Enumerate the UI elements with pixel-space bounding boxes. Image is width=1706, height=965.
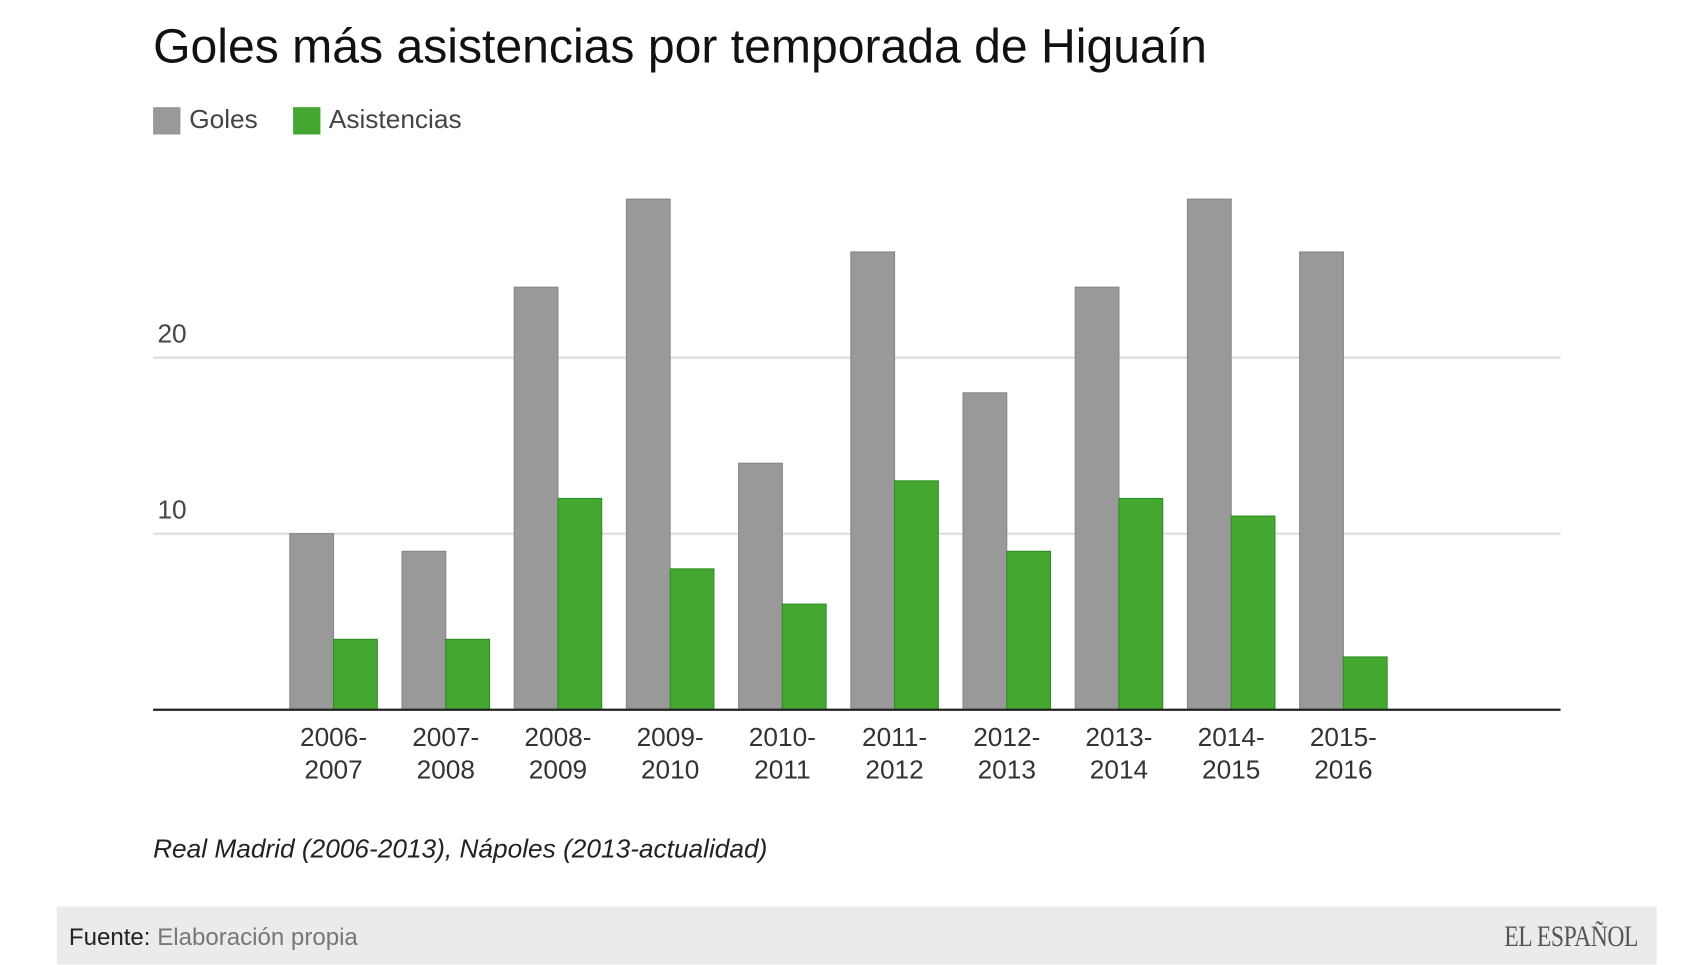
- bar-asistencias-8: [1230, 515, 1276, 711]
- x-tick-label: 2012: [865, 755, 923, 785]
- bar-goles-6: [962, 392, 1008, 711]
- x-tick-label: 2014: [1090, 755, 1148, 785]
- y-tick-label: 20: [157, 318, 186, 348]
- bar-goles-0: [289, 533, 335, 711]
- x-tick-label: 2012-: [973, 722, 1040, 752]
- legend-swatch-asistencias: [292, 106, 321, 134]
- x-tick-label: 2010: [641, 755, 699, 785]
- x-tick-label: 2008: [417, 755, 475, 785]
- el-espanol-logo: EL ESPAÑOL: [1504, 919, 1639, 953]
- legend-swatch-goles: [153, 106, 181, 134]
- bar-asistencias-3: [669, 568, 715, 711]
- bar-asistencias-9: [1342, 656, 1388, 711]
- legend-item-asistencias: Asistencias: [292, 104, 462, 136]
- chart-title: Goles más asistencias por temporada de H…: [153, 19, 1207, 74]
- bar-asistencias-7: [1118, 497, 1164, 711]
- bar-goles-9: [1299, 251, 1344, 711]
- bar-asistencias-0: [333, 638, 378, 711]
- chart-note: Real Madrid (2006-2013), Nápoles (2013-a…: [153, 834, 768, 864]
- x-tick-label: 2014-: [1198, 722, 1265, 752]
- legend-label-asistencias: Asistencias: [328, 104, 462, 135]
- legend-label-goles: Goles: [189, 104, 258, 135]
- x-tick-label: 2006-: [300, 722, 367, 752]
- x-tick-label: 2007-: [412, 722, 479, 752]
- source-label: Fuente:: [68, 922, 151, 951]
- bar-goles-3: [625, 198, 671, 711]
- x-tick-label: 2008-: [524, 722, 591, 752]
- x-tick-label: 2015-: [1310, 722, 1377, 752]
- bar-goles-7: [1074, 286, 1120, 711]
- bar-asistencias-1: [445, 638, 491, 711]
- x-tick-label: 2010-: [749, 722, 816, 752]
- source-value: Elaboración propia: [157, 922, 358, 951]
- x-tick-label: 2013: [978, 755, 1036, 785]
- bar-goles-4: [738, 462, 783, 711]
- bar-asistencias-5: [894, 480, 939, 711]
- footer: Fuente: Elaboración propia EL ESPAÑOL: [56, 906, 1657, 965]
- x-tick-label: 2009-: [637, 722, 704, 752]
- x-tick-label: 2009: [529, 755, 587, 785]
- x-tick-label: 2016: [1314, 755, 1372, 785]
- x-tick-label: 2007: [304, 755, 362, 785]
- legend-item-goles: Goles: [153, 105, 258, 136]
- bar-asistencias-6: [1006, 550, 1052, 711]
- bar-goles-2: [513, 286, 559, 711]
- bar-asistencias-4: [781, 603, 827, 711]
- x-tick-label: 2011-: [862, 722, 927, 752]
- x-tick-label: 2015: [1202, 755, 1260, 785]
- y-tick-label: 10: [157, 494, 186, 524]
- legend: Goles Asistencias: [153, 104, 462, 136]
- bar-goles-1: [401, 550, 447, 711]
- source: Fuente: Elaboración propia: [69, 923, 358, 951]
- x-tick-label: 2011: [754, 755, 810, 785]
- plot-area: 10202006-20072007-20082008-20092009-2010…: [153, 198, 1561, 785]
- bar-goles-8: [1186, 198, 1232, 711]
- bar-asistencias-2: [557, 497, 603, 711]
- x-tick-label: 2013-: [1085, 722, 1152, 752]
- bar-goles-5: [850, 251, 896, 711]
